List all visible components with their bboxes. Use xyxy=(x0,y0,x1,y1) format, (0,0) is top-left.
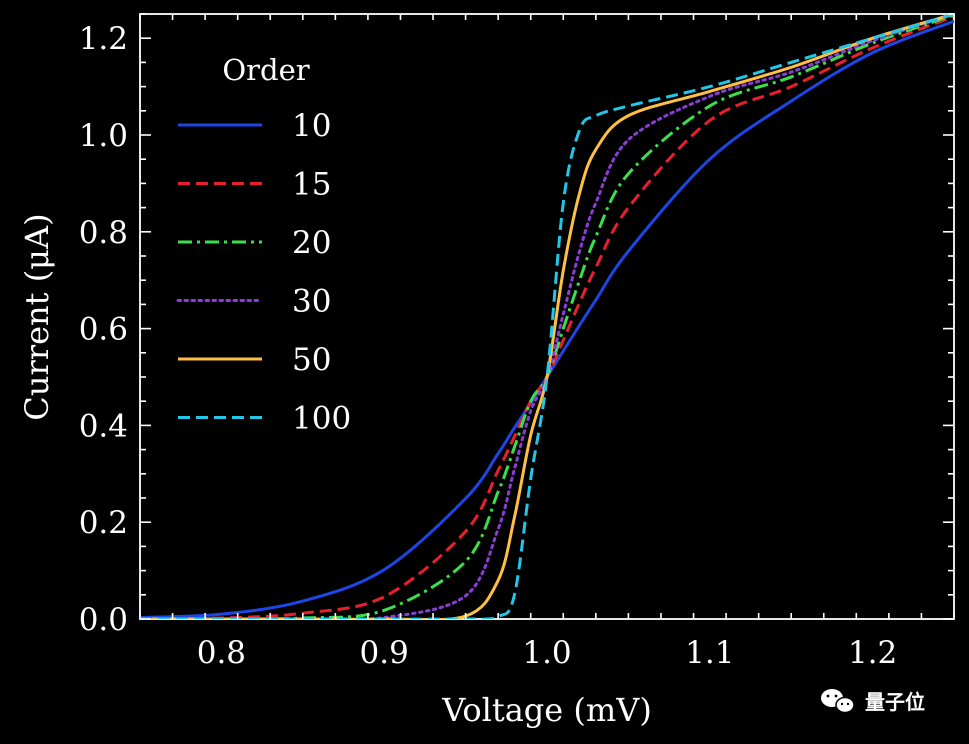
watermark-text: 量子位 xyxy=(865,690,925,714)
y-tick-label: 1.0 xyxy=(79,118,128,154)
y-tick-label: 0.0 xyxy=(79,602,128,638)
y-axis-title: Current (μA) xyxy=(18,213,56,420)
legend-label: 100 xyxy=(292,401,351,437)
legend-label: 20 xyxy=(292,225,331,261)
series-line-50 xyxy=(140,14,954,619)
series-line-100 xyxy=(140,14,954,619)
legend-item-20: 20 xyxy=(178,225,331,261)
x-tick-label: 0.8 xyxy=(197,635,246,671)
y-tick-label: 0.8 xyxy=(79,215,128,251)
axis-ticks xyxy=(139,13,955,620)
y-tick-label: 0.4 xyxy=(79,408,128,444)
y-tick-label: 0.2 xyxy=(79,505,128,541)
series-line-30 xyxy=(140,14,954,619)
x-axis-title: Voltage (mV) xyxy=(441,691,652,729)
watermark: 量子位 xyxy=(821,689,925,714)
y-tick-label: 0.6 xyxy=(79,312,128,348)
legend-item-30: 30 xyxy=(176,284,331,320)
x-tick-label: 0.9 xyxy=(360,635,409,671)
legend-title: Order xyxy=(222,53,309,87)
legend-label: 10 xyxy=(292,108,331,144)
x-tick-label: 1.1 xyxy=(685,635,734,671)
legend-item-50: 50 xyxy=(178,342,331,378)
legend-label: 15 xyxy=(292,167,331,203)
legend-item-15: 15 xyxy=(178,167,331,203)
legend-item-100: 100 xyxy=(178,401,351,437)
tick-labels: 0.8 0.9 1.0 1.1 1.2 0.0 0.2 0.4 0.6 0.8 1.0 1.2 xyxy=(79,21,898,671)
legend-label: 50 xyxy=(292,342,331,378)
legend: Order 10 15 20 30 50 100 xyxy=(176,53,351,437)
plot-area xyxy=(139,13,955,620)
y-tick-label: 1.2 xyxy=(79,21,128,57)
wechat-icon xyxy=(821,689,855,714)
x-tick-label: 1.2 xyxy=(848,635,897,671)
legend-item-10: 10 xyxy=(178,108,331,144)
x-tick-label: 1.0 xyxy=(522,635,571,671)
legend-label: 30 xyxy=(292,284,331,320)
series-lines xyxy=(140,14,954,619)
plot-frame xyxy=(139,13,955,620)
